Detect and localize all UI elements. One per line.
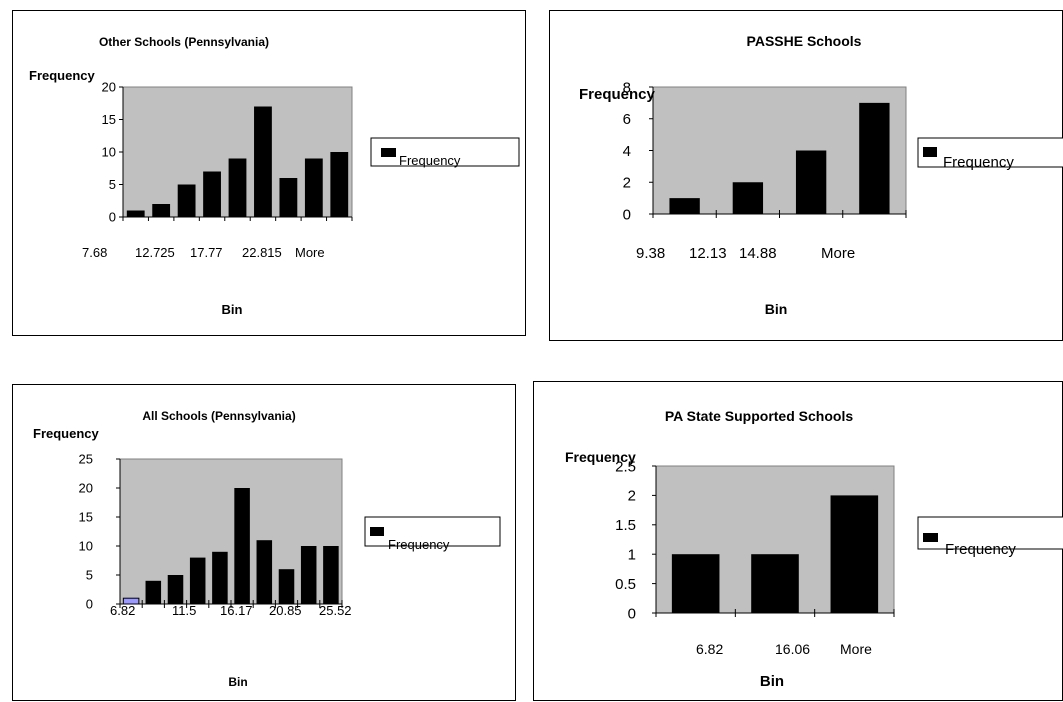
bar [145,580,162,604]
legend-box [917,137,1063,168]
y-tick-label: 10 [102,145,116,160]
chart-title: All Schools (Pennsylvania) [142,409,295,423]
x-tick-label: 9.38 [636,245,665,262]
bar [278,569,295,604]
chart-other-schools: Other Schools (Pennsylvania) Frequency 0 5 1… [12,10,526,336]
y-tick-label: 2 [628,488,636,505]
y-tick-label: 20 [102,80,116,95]
bar [323,546,339,604]
x-tick-label: 17.77 [190,245,223,260]
bar [189,557,206,604]
bar [300,546,317,604]
y-tick-label: 5 [109,177,116,192]
x-tick-label: 16.17 [220,603,253,618]
x-tick-label: 25.52 [319,603,352,618]
x-tick-label: 16.06 [775,641,810,657]
bar [254,106,272,217]
x-tick-label: 6.82 [696,641,723,657]
y-axis-label: Frequency [33,426,100,441]
bar [203,171,221,217]
legend-swatch [381,148,396,157]
bar [751,554,799,613]
legend-box [917,516,1063,550]
chart-title: PA State Supported Schools [665,408,853,424]
x-tick-label: 12.13 [689,245,727,262]
legend-label: Frequency [388,537,450,552]
y-axis-label: Frequency [579,86,656,103]
bar [669,198,700,214]
bar [795,150,827,214]
x-tick-label: 12.725 [135,245,175,260]
x-axis-label: Bin [228,675,247,689]
chart-title: Other Schools (Pennsylvania) [99,35,269,49]
bar [330,152,349,217]
chart-svg: Other Schools (Pennsylvania) Frequency 0 5 1… [29,35,520,317]
y-tick-label: 0.5 [615,576,636,593]
legend-box [364,516,501,547]
bar [167,575,184,604]
y-tick-label: 2 [623,175,631,192]
x-tick-label: More [821,245,855,262]
chart-passhe-schools: PASSHE Schools Frequency 0 2 4 6 8 9.38 12.13 14.… [549,10,1063,341]
bar [859,102,890,214]
y-tick-label: 0 [628,605,636,622]
chart-title: PASSHE Schools [747,33,862,49]
bar [256,540,273,604]
x-axis-label: Bin [760,673,784,690]
chart-pa-state-supported: PA State Supported Schools Frequency 0 0.5 1… [533,381,1063,701]
legend-label: Frequency [399,153,461,168]
y-tick-label: 25 [79,452,93,467]
y-tick-label: 2.5 [615,458,636,475]
y-tick-label: 15 [102,112,116,127]
bar [304,158,323,217]
x-axis-label: Bin [222,302,243,317]
legend-swatch [923,147,937,157]
y-axis-label: Frequency [565,449,636,465]
y-tick-label: 5 [86,568,93,583]
bar [152,204,171,217]
bar [830,495,879,613]
x-tick-label: More [295,245,325,260]
x-tick-label: 14.88 [739,245,777,262]
x-axis-label: Bin [765,301,788,317]
x-tick-label: 11.5 [172,603,196,618]
y-tick-label: 4 [623,143,631,160]
y-tick-label: 15 [79,510,93,525]
legend-label: Frequency [945,541,1016,558]
bar [228,158,247,217]
legend-label: Frequency [943,154,1014,171]
bar [671,554,720,613]
y-tick-label: 0 [623,206,631,223]
bar [234,488,250,604]
y-tick-label: 0 [86,597,93,612]
chart-svg: PASSHE Schools Frequency 0 2 4 6 8 9.38 12.13 14.… [579,33,1063,317]
legend-swatch [370,527,384,536]
chart-svg: All Schools (Pennsylvania) Frequency 0 5 10 1… [33,409,501,689]
x-tick-label: 7.68 [82,245,107,260]
bar [177,184,196,217]
chart-svg: PA State Supported Schools Frequency 0 0.5 1… [565,408,1063,690]
legend-swatch [923,533,938,542]
bar [126,210,145,217]
y-tick-label: 6 [623,111,631,128]
y-tick-label: 0 [109,210,116,225]
y-tick-label: 10 [79,539,93,554]
bar [279,178,298,217]
bar [212,551,228,604]
y-tick-label: 20 [79,481,93,496]
x-tick-label: 20.85 [269,603,302,618]
x-tick-label: 22.815 [242,245,282,260]
y-tick-label: 1.5 [615,517,636,534]
bar [732,182,764,214]
y-tick-label: 8 [623,79,631,96]
chart-all-schools: All Schools (Pennsylvania) Frequency 0 5 10 1… [12,384,516,701]
x-tick-label: More [840,641,872,657]
x-tick-label: 6.82 [110,603,135,618]
y-tick-label: 1 [628,546,636,563]
y-axis-label: Frequency [29,68,96,83]
